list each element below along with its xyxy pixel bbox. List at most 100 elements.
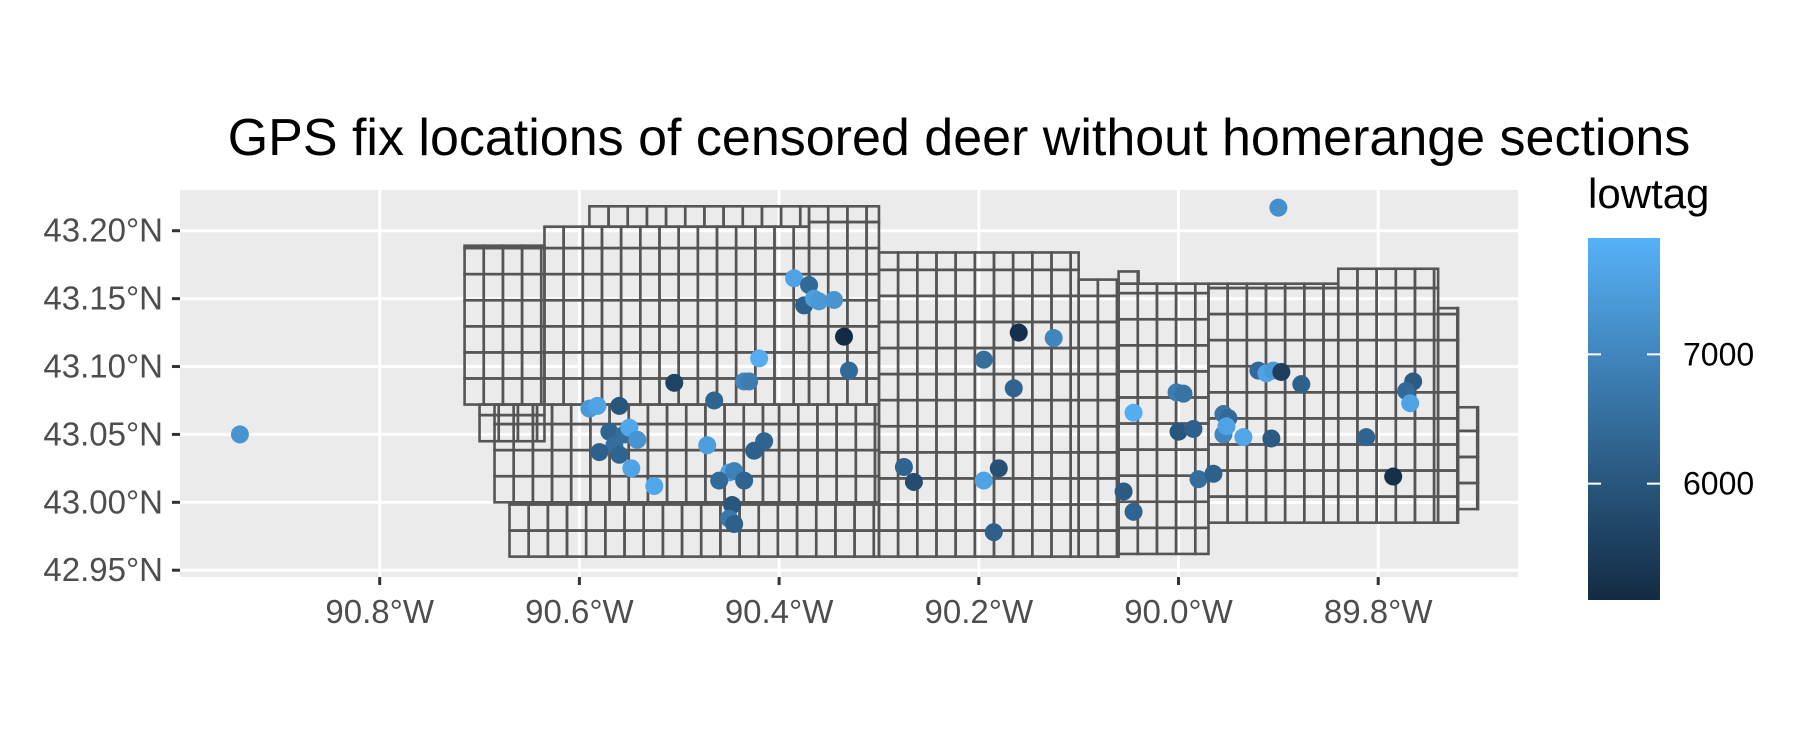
section-cell: [1455, 306, 1460, 316]
section-cell: [795, 501, 818, 506]
gps-point: [610, 396, 629, 415]
x-tick-label: 90.2°W: [925, 593, 1034, 630]
y-tick-label: 43.05°N: [43, 415, 163, 452]
gps-point: [989, 459, 1008, 478]
gps-point: [600, 422, 619, 441]
y-tick-label: 43.20°N: [43, 212, 163, 249]
gps-point: [1044, 329, 1063, 348]
gps-points: [230, 198, 1423, 542]
gps-point: [1009, 323, 1028, 342]
section-cell: [527, 501, 550, 506]
section-cell: [757, 501, 780, 506]
gps-point: [645, 477, 664, 496]
gps-point: [710, 471, 729, 490]
x-tick-label: 89.8°W: [1324, 593, 1433, 630]
gps-point: [1269, 198, 1288, 217]
gps-point: [894, 458, 913, 477]
gps-point: [723, 496, 742, 515]
gps-point: [1169, 422, 1188, 441]
x-tick-label: 90.6°W: [525, 593, 634, 630]
gps-point: [665, 373, 684, 392]
gps-point: [1357, 428, 1376, 447]
section-cell: [1475, 405, 1480, 433]
section-cell: [853, 501, 876, 506]
section-cell: [1136, 270, 1140, 285]
section-cell: [1475, 455, 1480, 485]
x-tick-label: 90.4°W: [725, 593, 834, 630]
gps-point: [705, 391, 724, 410]
section-cell: [642, 501, 665, 506]
x-tick-label: 90.0°W: [1124, 593, 1233, 630]
gps-point: [1174, 384, 1193, 403]
x-tick-label: 90.8°W: [325, 593, 434, 630]
gps-point: [622, 459, 641, 478]
gps-point: [745, 441, 764, 460]
section-cell: [565, 501, 588, 506]
section-cell: [623, 501, 646, 506]
gps-point: [1292, 375, 1311, 394]
section-cell: [1475, 481, 1480, 511]
gps-point: [698, 436, 717, 455]
gps-point: [825, 290, 844, 309]
section-cell: [738, 501, 761, 506]
section-cell: [834, 501, 856, 506]
gps-point: [588, 396, 607, 415]
gps-point: [1124, 403, 1143, 422]
gps-point: [1234, 428, 1253, 447]
legend-label: 6000: [1683, 466, 1754, 502]
section-cell: [1069, 251, 1080, 272]
color-legend: lowtag 6000 7000: [1588, 170, 1754, 600]
gps-point: [725, 515, 744, 534]
y-axis: 42.95°N 43.00°N 43.05°N 43.10°N 43.15°N 43.20…: [43, 212, 180, 588]
legend-label: 7000: [1683, 336, 1754, 372]
section-cell: [699, 501, 722, 506]
section-cell: [1455, 364, 1460, 394]
y-tick-label: 42.95°N: [43, 551, 163, 588]
section-cell: [584, 501, 607, 506]
section-cell: [482, 244, 505, 250]
gps-point: [1272, 362, 1291, 381]
y-tick-label: 43.10°N: [43, 348, 163, 385]
gps-point: [1262, 429, 1281, 448]
section-cell: [508, 501, 530, 506]
gps-point: [1184, 419, 1203, 438]
gps-point: [785, 269, 804, 288]
x-axis: 90.8°W 90.6°W 90.4°W 90.2°W 90.0°W 89.8°W: [325, 577, 1433, 630]
gps-point: [835, 327, 854, 346]
gps-point: [740, 372, 759, 391]
section-cell: [520, 244, 543, 250]
gps-point: [1384, 467, 1403, 486]
section-cell: [1475, 429, 1480, 459]
gps-point: [735, 471, 754, 490]
chart-title: GPS fix locations of censored deer witho…: [228, 109, 1691, 167]
gps-point: [974, 471, 993, 490]
section-cell: [680, 501, 703, 506]
gps-point: [1204, 464, 1223, 483]
section-cell: [776, 501, 799, 506]
gps-point: [1189, 470, 1208, 489]
section-cell: [865, 204, 881, 224]
gps-point: [800, 276, 819, 295]
gps-point: [904, 472, 923, 491]
gps-point: [1124, 502, 1143, 521]
gps-point: [1114, 482, 1133, 501]
gps-point: [1401, 394, 1420, 413]
gps-point: [974, 350, 993, 369]
gps-point: [984, 523, 1003, 542]
legend-colorbar: [1588, 238, 1660, 600]
section-cell: [463, 244, 486, 250]
section-cell: [1432, 267, 1440, 290]
section-cell: [661, 501, 684, 506]
gps-point: [628, 430, 647, 449]
legend-ticks: 6000 7000: [1588, 336, 1754, 502]
gps-point: [230, 425, 249, 444]
section-cell: [604, 501, 626, 506]
section-cell: [814, 501, 837, 506]
gps-point: [1217, 417, 1236, 436]
gps-point: [750, 349, 769, 368]
gps-point: [810, 292, 829, 311]
gps-point: [840, 361, 858, 380]
y-tick-label: 43.00°N: [43, 483, 163, 520]
section-cell: [546, 501, 569, 506]
